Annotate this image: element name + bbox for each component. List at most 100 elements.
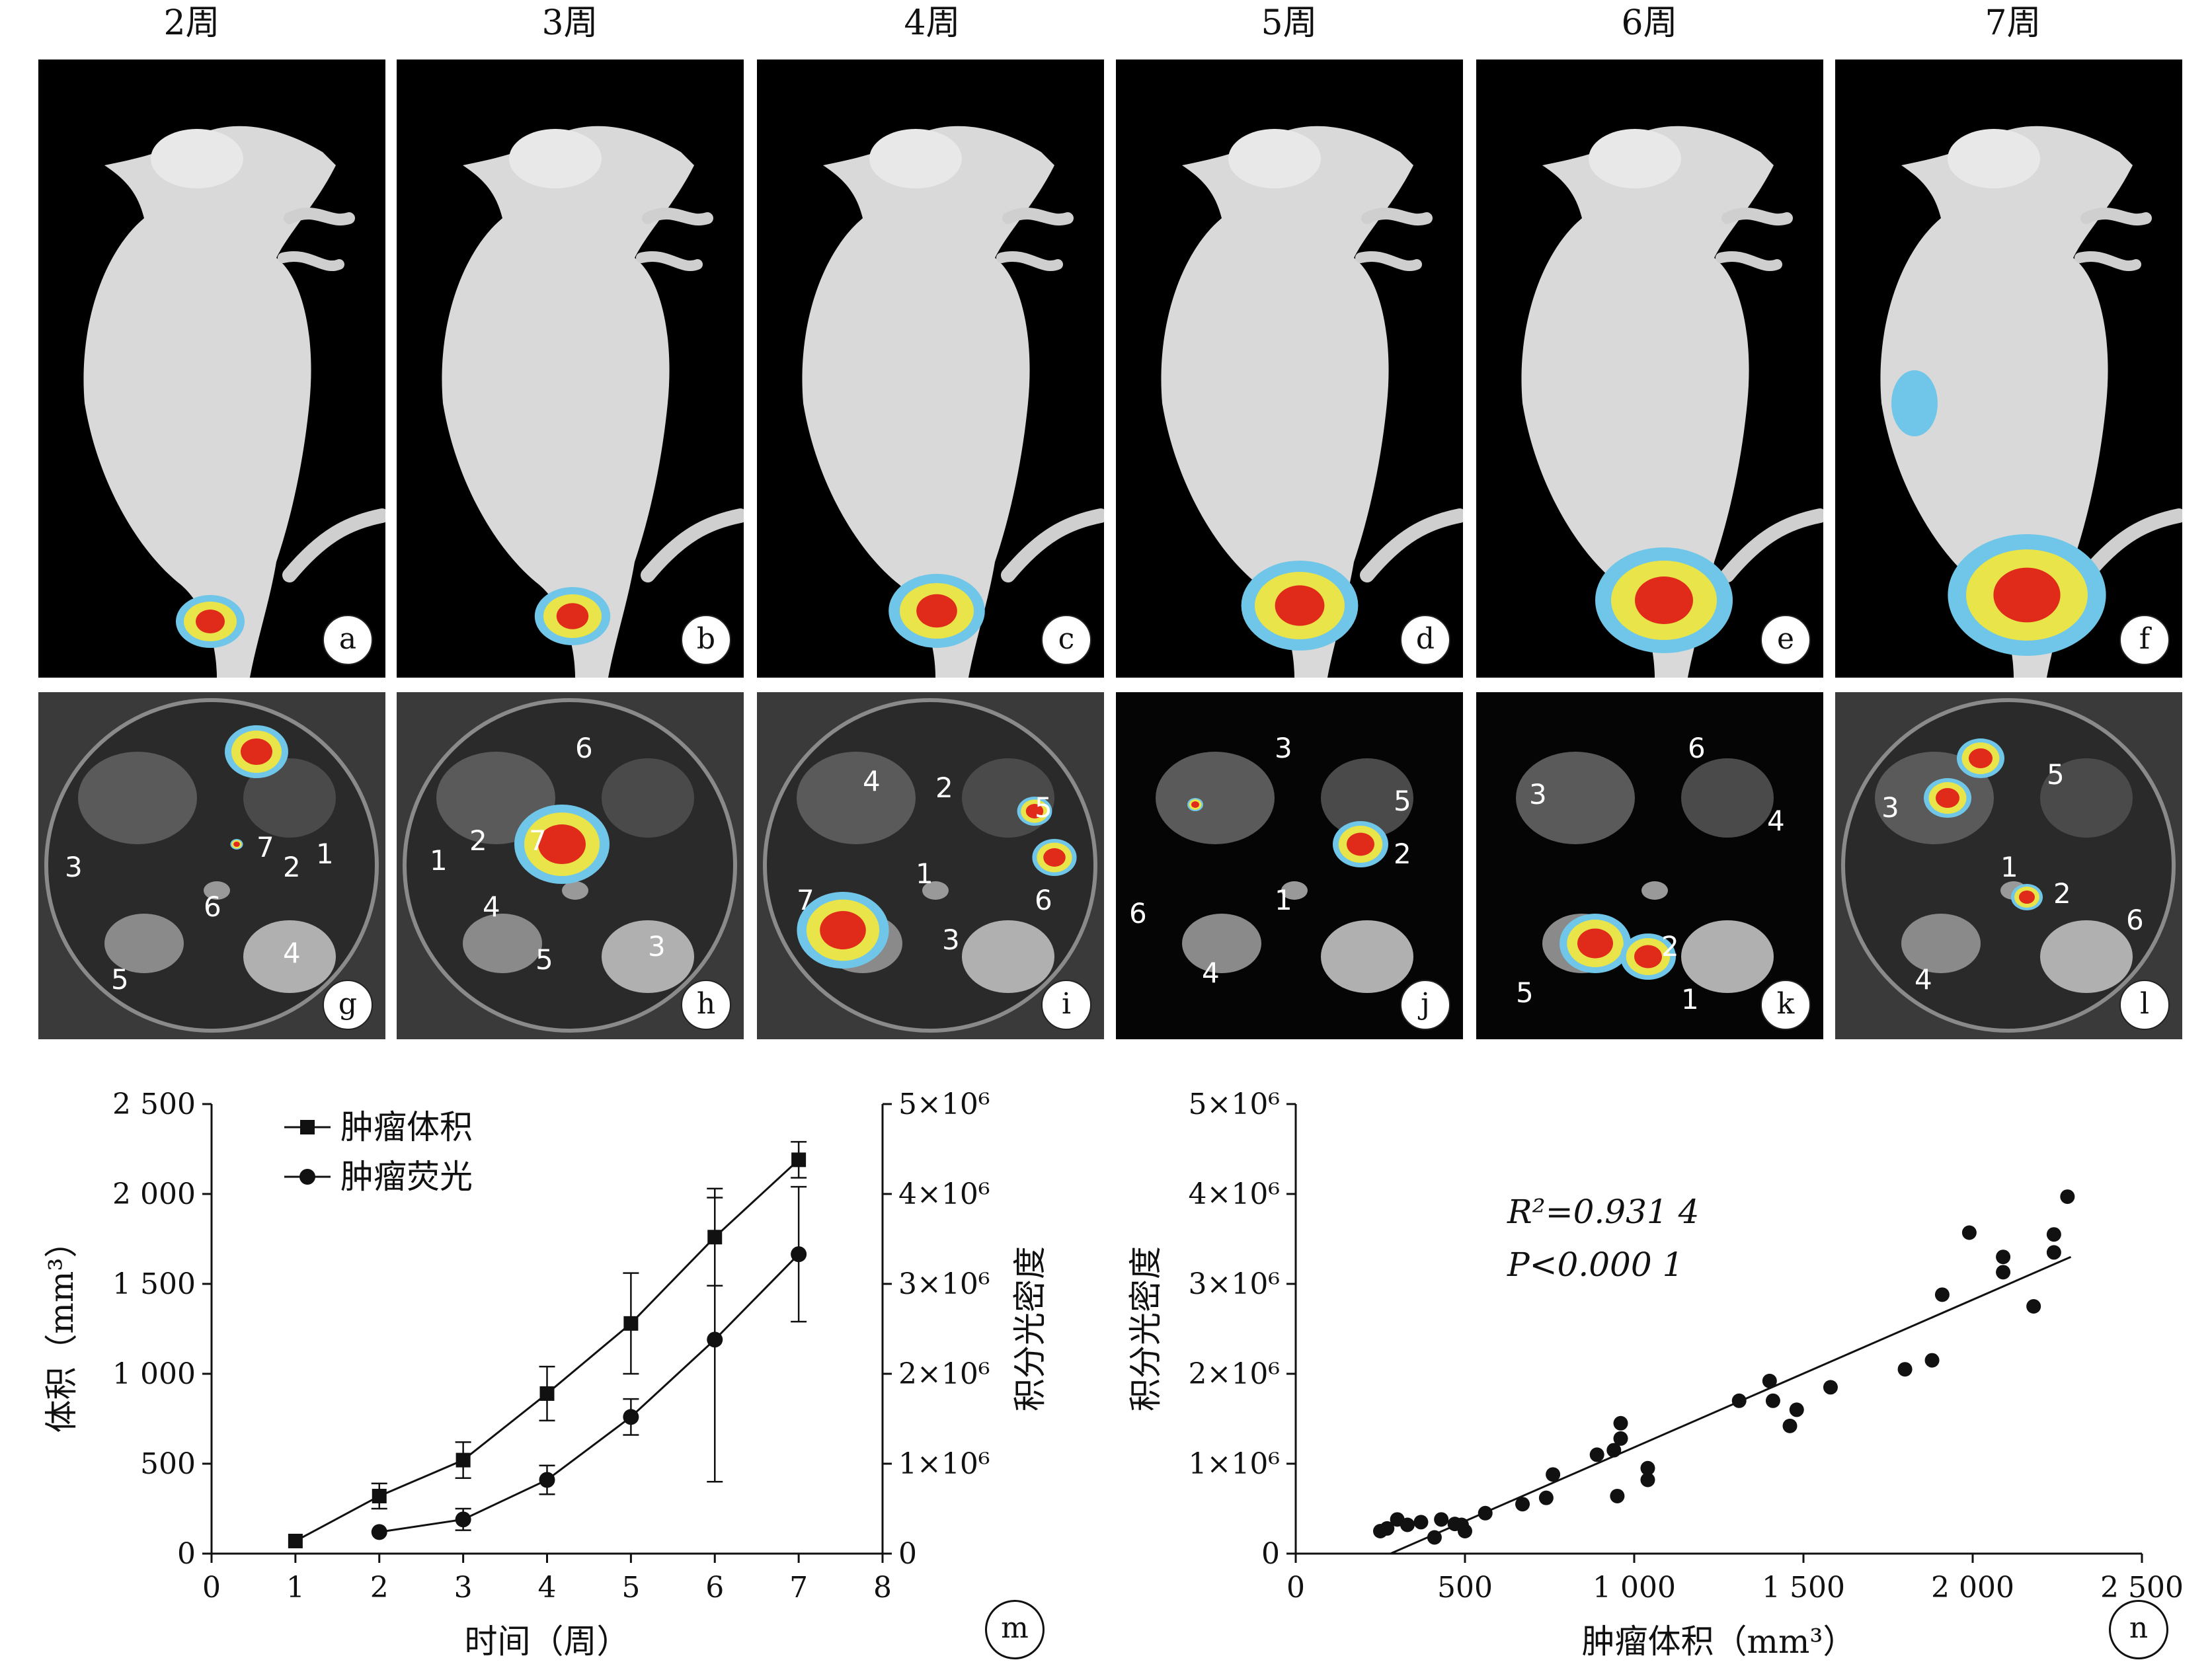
scatter-point — [1413, 1515, 1429, 1530]
y-left-tick-label: 2 500 — [112, 1088, 196, 1121]
x-tick-label: 4 — [538, 1571, 557, 1605]
scatter-point — [2026, 1299, 2041, 1314]
organ-number-label: 7 — [257, 831, 274, 863]
organ-number-label: 3 — [648, 930, 666, 963]
scatter-point — [1538, 1490, 1554, 1505]
organ-number-label: 5 — [1035, 791, 1052, 824]
week-label-5: 5周 — [1261, 3, 1318, 43]
x-tick-label: 2 500 — [2100, 1571, 2184, 1605]
organ-number-label: 6 — [204, 891, 221, 923]
mouse-figure — [1161, 126, 1463, 678]
y-axis-title: 积分光密度 — [1126, 1246, 1165, 1411]
scatter-point — [1613, 1415, 1628, 1431]
x-tick-label: 5 — [621, 1571, 640, 1605]
organ-number-label: 6 — [575, 732, 593, 764]
y-left-title: 体积（mm³） — [42, 1225, 81, 1433]
scatter-point — [1961, 1225, 1977, 1240]
y-tick-label: 4×10⁶ — [1189, 1177, 1281, 1211]
organ-number-label: 3 — [942, 924, 960, 956]
mouse-image-panel: c — [757, 60, 1104, 678]
scatter-point — [1427, 1530, 1442, 1545]
organ-number-label: 1 — [430, 844, 448, 877]
mouse-figure — [1521, 126, 1823, 678]
x-tick-label: 6 — [705, 1571, 724, 1605]
week-label-3: 3周 — [541, 3, 598, 43]
organ-number-label: 5 — [1516, 976, 1534, 1009]
panel-label: e — [1760, 615, 1811, 665]
panel-label: k — [1760, 980, 1811, 1030]
scatter-point — [1789, 1402, 1804, 1417]
scatter-point — [1996, 1265, 2011, 1280]
organ-number-label: 3 — [65, 851, 83, 883]
y-tick-label: 1×10⁶ — [1189, 1447, 1281, 1481]
y-left-tick-label: 1 000 — [112, 1357, 196, 1391]
panel-label: g — [323, 980, 373, 1030]
x-tick-label: 2 000 — [1931, 1571, 2014, 1605]
panel-label: b — [681, 615, 731, 665]
legend-label: 肿瘤荧光 — [340, 1158, 473, 1196]
volume-point — [455, 1452, 471, 1468]
x-tick-label: 0 — [1286, 1571, 1305, 1605]
fluorescence-point — [791, 1246, 807, 1263]
series-line — [379, 1253, 800, 1533]
x-tick-label: 7 — [789, 1571, 808, 1605]
scatter-point — [1400, 1517, 1415, 1532]
organ-number-label: 1 — [916, 857, 933, 890]
week-label-4: 4周 — [904, 3, 961, 43]
y-right-tick-label: 2×10⁶ — [898, 1357, 990, 1391]
y-tick-label: 2×10⁶ — [1189, 1357, 1281, 1391]
organ-number-label: 6 — [2126, 904, 2144, 936]
organ-image-panel: 5 3 1 2 6 4 l — [1835, 692, 2182, 1039]
organ-number-label: 5 — [111, 963, 129, 996]
organ-number-label: 5 — [1394, 785, 1411, 817]
fluorescence-point — [707, 1331, 723, 1348]
organ-figure — [44, 698, 379, 1033]
organ-number-label: 1 — [1275, 884, 1292, 916]
x-tick-label: 2 — [370, 1571, 389, 1605]
mouse-image-panel: e — [1476, 60, 1823, 678]
y-tick-label: 0 — [1261, 1537, 1280, 1571]
organ-number-label: 2 — [469, 824, 487, 857]
scatter-point — [1606, 1443, 1622, 1458]
organ-number-label: 3 — [1529, 778, 1547, 811]
volume-point — [791, 1152, 807, 1168]
scatter-point — [2046, 1245, 2061, 1260]
panel-label: l — [2119, 980, 2170, 1030]
scatter-point — [2046, 1227, 2061, 1242]
scatter-point — [1610, 1488, 1625, 1503]
x-tick-label: 3 — [454, 1571, 473, 1605]
scatter-point — [1380, 1521, 1395, 1536]
organ-number-label: 6 — [1035, 884, 1052, 916]
panel-label: j — [1400, 980, 1450, 1030]
scatter-point — [1546, 1467, 1561, 1482]
organ-number-label: 5 — [2047, 758, 2065, 791]
scatter-point — [1823, 1380, 1838, 1395]
scatter-point — [2060, 1189, 2075, 1205]
mouse-figure — [442, 126, 744, 678]
panel-label: i — [1041, 980, 1091, 1030]
organ-number-label: 2 — [1394, 838, 1411, 870]
mouse-figure — [802, 126, 1104, 678]
regression-line — [1390, 1255, 2072, 1555]
organ-number-label: 2 — [1661, 930, 1679, 963]
fluorescence-point — [539, 1472, 555, 1488]
organ-number-label: 4 — [863, 765, 881, 797]
organ-number-label: 4 — [483, 891, 500, 923]
mouse-image-panel: f — [1835, 60, 2182, 678]
panel-label-m: m — [985, 1600, 1045, 1659]
scatter-point — [1458, 1524, 1472, 1538]
mouse-figure — [83, 126, 385, 678]
scatter-point — [1897, 1362, 1913, 1377]
y-right-title: 积分光密度 — [1011, 1246, 1049, 1411]
mouse-image-panel: a — [38, 60, 385, 678]
organ-figure — [1841, 698, 2176, 1033]
organ-number-label: 1 — [1681, 983, 1699, 1015]
organ-figure — [403, 698, 737, 1033]
organ-number-label: 7 — [797, 884, 814, 916]
organ-image-panel: 3 5 2 6 1 4 j — [1116, 692, 1463, 1039]
organ-number-label: 7 — [529, 824, 547, 857]
legend-circle-marker — [299, 1169, 315, 1185]
volume-point — [372, 1488, 387, 1503]
organ-image-panel: 4 2 5 1 6 7 3 i — [757, 692, 1104, 1039]
